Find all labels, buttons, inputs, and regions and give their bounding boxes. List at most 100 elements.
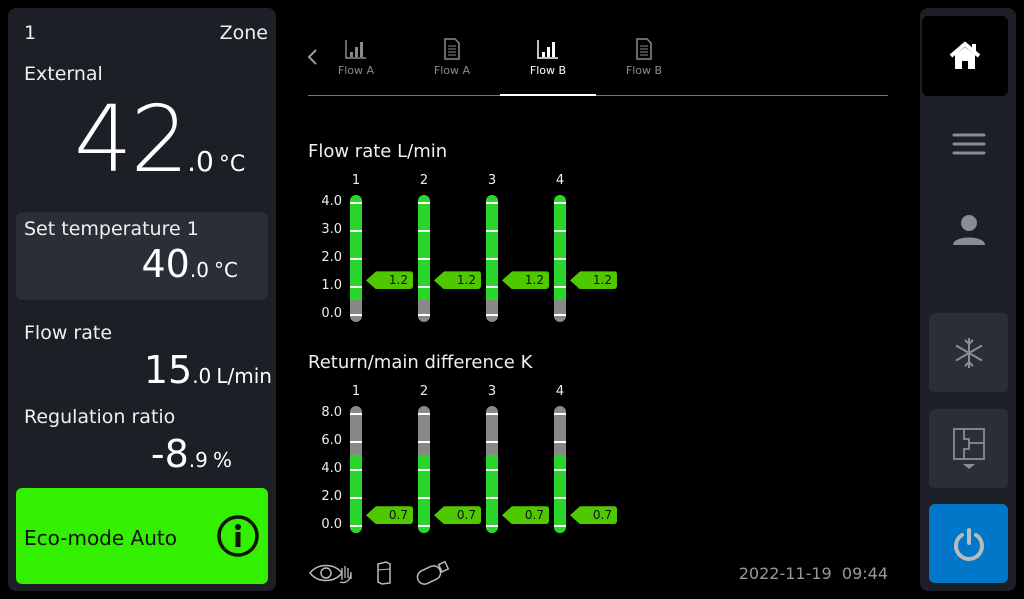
eco-mode-label: Eco-mode Auto bbox=[24, 526, 177, 550]
value-pointer: 0.7 bbox=[366, 506, 413, 525]
value-pointer: 1.2 bbox=[570, 271, 617, 290]
bar-gridline bbox=[418, 497, 430, 499]
bar-gridline bbox=[418, 202, 430, 204]
user-button[interactable] bbox=[929, 194, 1008, 266]
bar-chart-icon bbox=[345, 40, 366, 59]
bar-gridline bbox=[554, 497, 566, 499]
bar bbox=[350, 195, 362, 322]
chart-title: Flow rate L/min bbox=[308, 141, 448, 162]
bar-gridline bbox=[418, 258, 430, 260]
set-temperature-value: 40.0 °C bbox=[141, 242, 238, 286]
floorplan-button[interactable] bbox=[929, 409, 1008, 488]
snowflake-icon bbox=[955, 337, 982, 368]
y-tick-label: 3.0 bbox=[321, 222, 342, 237]
eye-hand-icon bbox=[309, 564, 352, 584]
bar-gridline bbox=[418, 413, 430, 415]
bar-green-range bbox=[486, 195, 498, 300]
bar-gridline bbox=[486, 202, 498, 204]
y-tick-label: 4.0 bbox=[321, 461, 342, 476]
value-pointer: 1.2 bbox=[366, 271, 413, 290]
date: 2022-11-19 bbox=[738, 564, 832, 583]
bar-gridline bbox=[554, 314, 566, 316]
set-temperature-label: Set temperature 1 bbox=[24, 218, 199, 240]
bar-gridline bbox=[554, 258, 566, 260]
bar-gridline bbox=[418, 314, 430, 316]
tab-flow-a-chart[interactable]: Flow A bbox=[308, 38, 404, 77]
tab-flow-a-document[interactable]: Flow A bbox=[404, 38, 500, 77]
zone-number: 1 bbox=[24, 22, 37, 44]
value-pointer: 1.2 bbox=[434, 271, 481, 290]
value-pointer: 0.7 bbox=[570, 506, 617, 525]
floorplan-icon bbox=[952, 427, 985, 469]
bar-gridline bbox=[486, 441, 498, 443]
bar-gridline bbox=[554, 413, 566, 415]
external-label: External bbox=[24, 63, 103, 85]
bar-gridline bbox=[554, 525, 566, 527]
bar bbox=[554, 406, 566, 533]
bar-gridline bbox=[350, 314, 362, 316]
y-tick-label: 0.0 bbox=[321, 306, 342, 321]
bar-gridline bbox=[486, 469, 498, 471]
bar-gridline bbox=[418, 525, 430, 527]
tab-flow-b-chart[interactable]: Flow B bbox=[500, 38, 596, 77]
bar-gridline bbox=[486, 413, 498, 415]
info-icon[interactable] bbox=[216, 514, 260, 558]
y-tick-label: 4.0 bbox=[321, 194, 342, 209]
value-pointer: 1.2 bbox=[502, 271, 549, 290]
set-temperature-button[interactable]: Set temperature 1 40.0 °C bbox=[16, 212, 268, 300]
cooling-button[interactable] bbox=[929, 313, 1008, 392]
bar-gridline bbox=[350, 230, 362, 232]
bar-green-range bbox=[350, 195, 362, 300]
y-tick-label: 2.0 bbox=[321, 489, 342, 504]
bar-gridline bbox=[418, 230, 430, 232]
bar-category-label: 3 bbox=[487, 173, 497, 188]
chevron-left-icon[interactable] bbox=[306, 48, 320, 66]
y-tick-label: 0.0 bbox=[321, 517, 342, 532]
bar-category-label: 4 bbox=[555, 384, 565, 399]
zone-label: Zone bbox=[219, 22, 268, 44]
datetime: 2022-11-19 09:44 bbox=[739, 564, 888, 583]
regulation-ratio-value: -8.9 % bbox=[150, 432, 232, 476]
bar-gridline bbox=[350, 441, 362, 443]
power-icon bbox=[953, 527, 984, 561]
bar-chart-icon bbox=[537, 40, 558, 59]
bar-gridline bbox=[350, 286, 362, 288]
user-icon bbox=[952, 215, 985, 245]
bar-gridline bbox=[350, 525, 362, 527]
eco-mode-button[interactable]: Eco-mode Auto bbox=[16, 488, 268, 584]
power-button[interactable] bbox=[929, 504, 1008, 583]
external-value: 42.0 °C bbox=[74, 86, 246, 193]
bar bbox=[418, 195, 430, 322]
bar-green-range bbox=[554, 195, 566, 300]
bar-gridline bbox=[350, 413, 362, 415]
tab-flow-b-document[interactable]: Flow B bbox=[596, 38, 692, 77]
y-tick-label: 2.0 bbox=[321, 250, 342, 265]
bar-gridline bbox=[418, 286, 430, 288]
bar-gridline bbox=[486, 230, 498, 232]
bar-green-range bbox=[418, 195, 430, 300]
y-tick-label: 8.0 bbox=[321, 405, 342, 420]
bar-category-label: 2 bbox=[419, 173, 429, 188]
home-button[interactable] bbox=[922, 16, 1008, 96]
sd-card-icon bbox=[377, 561, 391, 585]
time: 09:44 bbox=[841, 564, 888, 583]
bar bbox=[418, 406, 430, 533]
bar-gridline bbox=[486, 314, 498, 316]
active-tab-indicator bbox=[500, 94, 596, 96]
bar-category-label: 1 bbox=[351, 173, 361, 188]
bar-gridline bbox=[418, 441, 430, 443]
bar-gridline bbox=[486, 286, 498, 288]
y-tick-label: 1.0 bbox=[321, 278, 342, 293]
menu-button[interactable] bbox=[929, 108, 1008, 180]
bar-gridline bbox=[554, 441, 566, 443]
sidebar bbox=[920, 8, 1016, 591]
bar-category-label: 2 bbox=[419, 384, 429, 399]
flow-rate-value: 15.0 L/min bbox=[143, 348, 272, 392]
bar-category-label: 4 bbox=[555, 173, 565, 188]
bar-gridline bbox=[554, 286, 566, 288]
bar-gridline bbox=[486, 258, 498, 260]
bar-gridline bbox=[350, 497, 362, 499]
usb-icon bbox=[416, 560, 450, 585]
value-pointer: 0.7 bbox=[434, 506, 481, 525]
bar-gridline bbox=[418, 469, 430, 471]
